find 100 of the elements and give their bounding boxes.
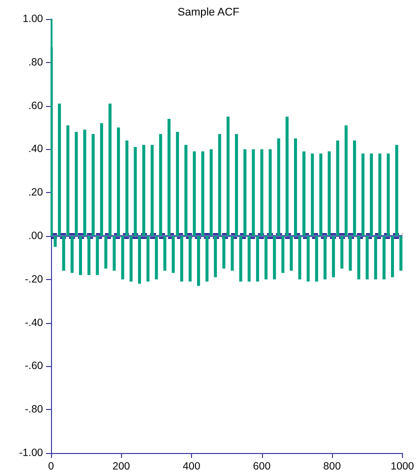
bar [180, 236, 184, 282]
bar [370, 154, 373, 236]
bar [96, 236, 99, 276]
bar [252, 149, 255, 236]
bar [83, 130, 86, 236]
bar [92, 134, 95, 236]
bar [79, 236, 82, 276]
bar [146, 236, 150, 282]
bar [272, 236, 276, 280]
bar [382, 236, 386, 280]
bar [108, 104, 112, 236]
bar [222, 236, 226, 269]
bar [395, 144, 398, 236]
bar [176, 132, 179, 236]
bar [121, 236, 124, 280]
bar [374, 236, 378, 280]
bar [100, 123, 104, 236]
bar [298, 236, 302, 280]
bar [348, 236, 352, 271]
y-tick-label: .20 [28, 186, 44, 199]
bar [260, 149, 264, 236]
bar [112, 236, 116, 271]
bar [116, 128, 120, 236]
bar [87, 236, 90, 276]
bar [134, 147, 137, 236]
bar [58, 104, 61, 236]
bar [256, 236, 260, 282]
bar [150, 144, 154, 236]
bar [361, 154, 364, 236]
bar [226, 116, 230, 236]
bar [336, 140, 340, 236]
bar [192, 151, 196, 236]
y-tick-label: 1.00 [22, 13, 44, 25]
bar [214, 236, 217, 278]
bar [281, 236, 284, 273]
bar [70, 236, 74, 273]
bar [62, 236, 66, 271]
bar [268, 149, 272, 236]
bar [294, 138, 298, 236]
bar [138, 236, 142, 284]
bar [125, 140, 128, 236]
bar [243, 149, 246, 236]
bar [172, 236, 175, 273]
bar [154, 236, 158, 280]
bar [130, 236, 133, 282]
bar [290, 236, 293, 271]
y-tick-label: -.40 [24, 316, 44, 329]
bar [66, 125, 70, 236]
y-tick-label: .40 [28, 143, 44, 156]
y-tick-label: -.80 [24, 404, 44, 416]
bar [319, 154, 322, 236]
bar [357, 236, 360, 280]
bar [210, 149, 213, 236]
bar [184, 144, 188, 236]
bar [104, 236, 108, 269]
y-tick-label: .60 [28, 100, 44, 112]
bar [302, 151, 306, 236]
bar [54, 236, 57, 247]
bar [201, 151, 204, 236]
y-tick-label: -.60 [24, 360, 44, 372]
x-tick-label: 600 [253, 460, 271, 472]
bar [324, 236, 327, 280]
bar [277, 138, 280, 236]
bar [310, 154, 314, 236]
y-tick-label: .80 [28, 56, 44, 68]
bar [344, 125, 348, 236]
bar [286, 116, 289, 236]
bar [205, 236, 208, 282]
x-tick-label: 400 [182, 460, 200, 472]
bar [159, 134, 162, 236]
bar [332, 236, 335, 278]
x-tick-label: 0 [48, 460, 54, 472]
bar [353, 140, 356, 236]
bar [142, 144, 146, 236]
bar [74, 132, 78, 236]
bar [264, 236, 268, 280]
x-tick-label: 1000 [390, 460, 414, 472]
bar [390, 236, 394, 278]
bar [315, 236, 318, 282]
x-tick-label: 200 [112, 460, 130, 472]
bar [340, 236, 344, 269]
bar [366, 236, 369, 280]
bar [197, 236, 200, 286]
bar [188, 236, 192, 282]
y-tick-label: .00 [28, 230, 44, 242]
bar [230, 236, 234, 271]
bar [328, 151, 331, 236]
x-tick-label: 800 [323, 460, 341, 472]
bar [239, 236, 242, 282]
y-tick-label: -1.00 [19, 447, 44, 459]
bar [163, 236, 166, 271]
bar [386, 154, 390, 236]
bar [378, 154, 382, 236]
bar [234, 134, 238, 236]
bar [306, 236, 310, 282]
chart-title: Sample ACF [178, 6, 240, 18]
bar [399, 236, 402, 271]
y-tick-label: -.20 [24, 273, 44, 286]
bar [248, 236, 251, 282]
bar [168, 118, 171, 236]
